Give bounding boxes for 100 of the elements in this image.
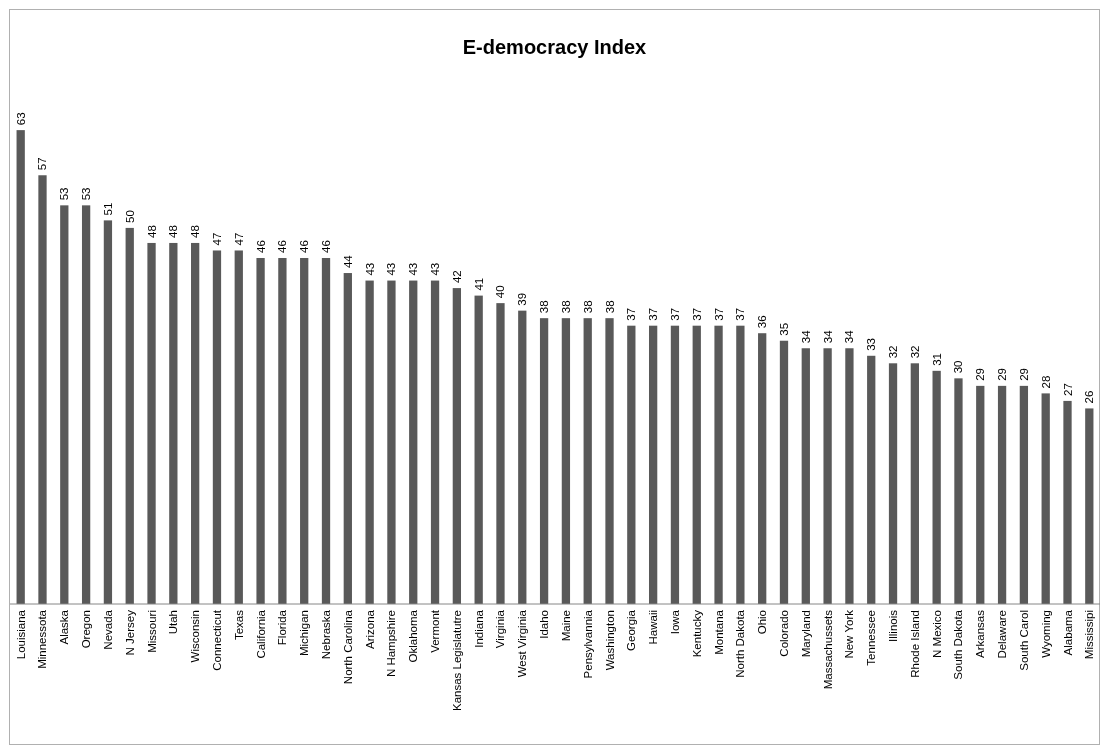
data-label: 38 xyxy=(538,300,551,314)
x-tick-label: Maine xyxy=(559,610,572,642)
data-label: 34 xyxy=(843,329,856,344)
data-label: 41 xyxy=(472,277,485,291)
chart-title: E-democracy Index xyxy=(462,36,647,58)
bar xyxy=(256,258,265,604)
data-label: 46 xyxy=(276,240,289,253)
x-tick-label: Massachussets xyxy=(821,609,834,690)
x-tick-label: Oregon xyxy=(80,610,93,649)
x-tick-label: Washington xyxy=(603,610,616,671)
bar xyxy=(910,363,919,604)
bar xyxy=(212,250,222,604)
data-label: 32 xyxy=(908,345,921,359)
x-tick-label: Minnessota xyxy=(36,609,49,669)
data-label: 40 xyxy=(494,285,507,299)
data-label: 43 xyxy=(429,262,442,276)
bar xyxy=(823,348,832,604)
data-label: 48 xyxy=(189,225,202,238)
bar xyxy=(278,258,287,604)
x-tick-label: Arizona xyxy=(363,609,376,649)
x-tick-label: Kansas Legislatutre xyxy=(450,610,463,712)
data-label: 33 xyxy=(865,337,878,351)
x-tick-label: Ohio xyxy=(756,610,769,635)
bar xyxy=(736,325,745,604)
x-tick-label: South Dakota xyxy=(952,609,965,680)
bar xyxy=(496,303,505,604)
data-label: 29 xyxy=(996,368,1009,381)
x-tick-label: Oklahoma xyxy=(407,609,420,663)
x-tick-label: Indiana xyxy=(472,609,485,648)
data-label: 38 xyxy=(559,300,572,314)
x-tick-label: Nebraska xyxy=(320,609,333,660)
data-label: 46 xyxy=(320,240,333,253)
bar xyxy=(649,325,658,604)
bar xyxy=(365,280,374,604)
data-label: 50 xyxy=(123,210,136,223)
bar xyxy=(539,318,549,604)
bar xyxy=(1063,400,1072,604)
data-label: 37 xyxy=(734,307,747,321)
x-tick-label: Iowa xyxy=(668,609,681,635)
data-label: 48 xyxy=(145,225,158,238)
data-label: 34 xyxy=(821,329,834,344)
x-tick-label: Idaho xyxy=(538,610,551,639)
x-tick-label: Alabama xyxy=(1061,609,1074,656)
bar xyxy=(627,325,636,604)
data-label: 53 xyxy=(80,187,93,201)
x-tick-label: Vermont xyxy=(429,609,442,653)
data-label: 30 xyxy=(952,360,965,374)
bar xyxy=(343,273,352,604)
x-tick-label: North Carolina xyxy=(341,609,354,685)
data-label: 35 xyxy=(777,322,790,336)
data-label: 26 xyxy=(1083,390,1096,404)
data-label: 37 xyxy=(712,307,725,321)
x-tick-label: Illinois xyxy=(887,609,900,642)
x-tick-label: Alaska xyxy=(58,609,71,645)
bar xyxy=(409,280,418,604)
x-tick-label: Colorado xyxy=(777,610,790,657)
bar xyxy=(38,175,47,604)
data-label: 43 xyxy=(407,262,420,276)
bar xyxy=(867,355,876,604)
data-label: 31 xyxy=(930,353,943,366)
data-label: 28 xyxy=(1039,375,1052,389)
bar xyxy=(387,280,396,604)
x-tick-label: Missouri xyxy=(145,610,158,653)
x-tick-label: Maryland xyxy=(799,610,812,658)
bar xyxy=(692,325,701,604)
data-label: 32 xyxy=(887,345,900,359)
bar xyxy=(758,333,767,604)
data-label: 48 xyxy=(167,225,180,238)
data-label: 47 xyxy=(210,232,223,246)
bar xyxy=(147,242,156,604)
data-label: 46 xyxy=(298,240,311,253)
bar xyxy=(125,227,134,604)
data-label: 29 xyxy=(1017,368,1030,381)
data-label: 27 xyxy=(1061,383,1074,396)
data-label: 38 xyxy=(581,300,594,314)
data-label: 57 xyxy=(36,157,49,171)
x-tick-label: New York xyxy=(843,609,856,659)
x-tick-label: Mississipi xyxy=(1083,610,1096,660)
data-label: 46 xyxy=(254,240,267,253)
x-tick-label: West Virginia xyxy=(516,609,529,678)
bar xyxy=(191,242,200,604)
bar xyxy=(234,250,243,604)
bar xyxy=(670,325,680,604)
bar xyxy=(779,340,789,604)
data-label: 44 xyxy=(341,254,354,269)
x-tick-label: Texas xyxy=(232,609,245,641)
x-tick-label: Virginia xyxy=(494,609,507,649)
x-tick-label: Tennessee xyxy=(865,610,878,666)
bar xyxy=(103,220,113,604)
x-tick-label: Utah xyxy=(167,610,180,635)
data-label: 42 xyxy=(450,270,463,284)
x-tick-label: California xyxy=(254,609,267,659)
bar xyxy=(561,318,571,604)
data-label: 37 xyxy=(668,307,681,321)
bar xyxy=(954,378,963,604)
x-tick-label: Georgia xyxy=(625,609,638,651)
bar xyxy=(932,370,941,604)
bar xyxy=(605,318,614,604)
data-label: 47 xyxy=(232,232,245,246)
data-label: 38 xyxy=(603,300,616,314)
